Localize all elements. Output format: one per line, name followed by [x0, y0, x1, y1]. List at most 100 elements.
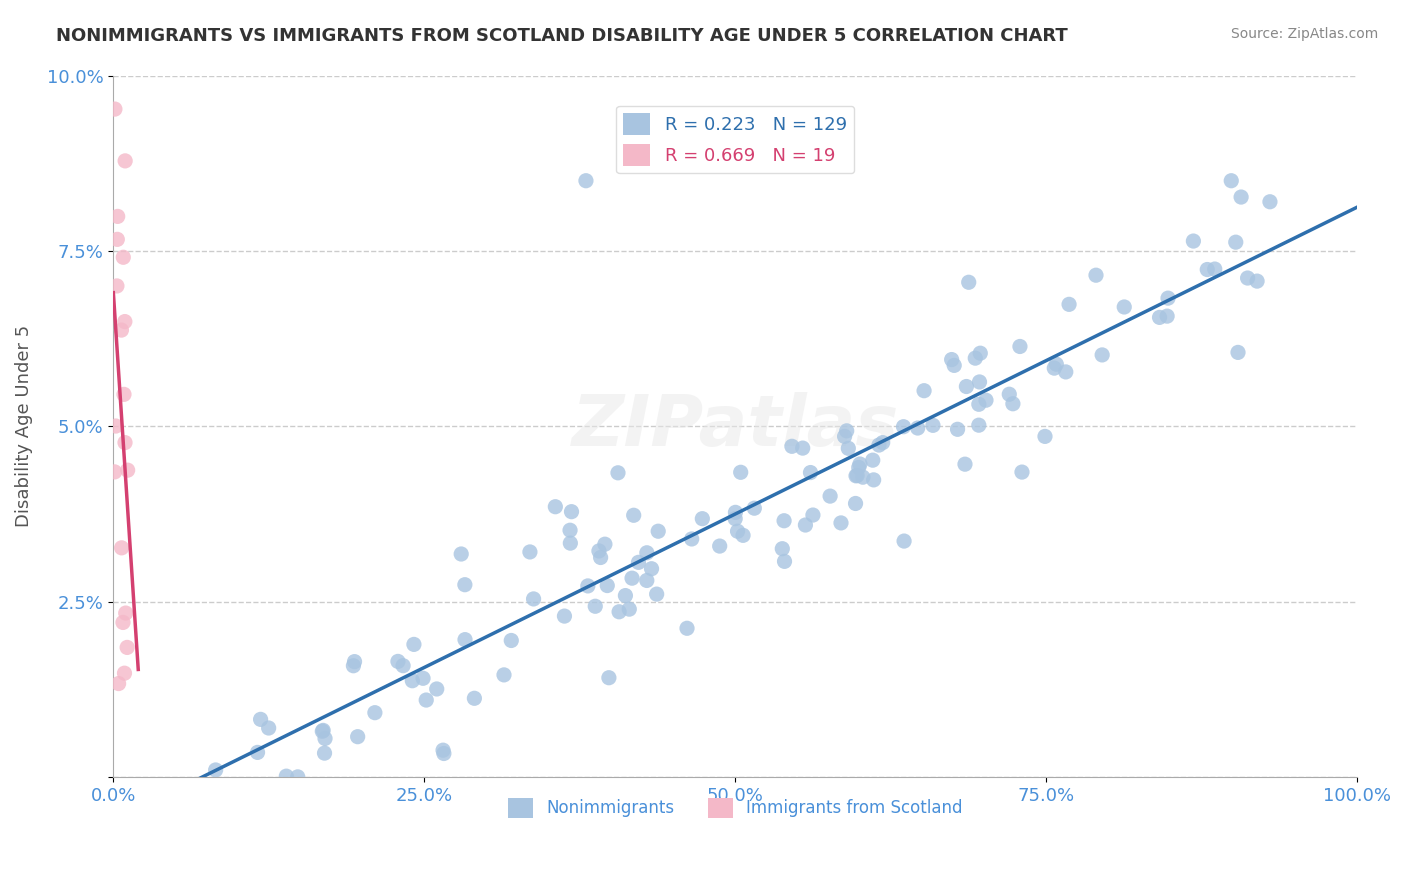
Point [849, 457, 872, 471]
Point [463, 691, 485, 706]
Point [623, 508, 645, 523]
Point [1091, 348, 1114, 362]
Point [342, 658, 364, 673]
Point [681, 532, 703, 546]
Point [953, 457, 976, 471]
Point [576, 579, 599, 593]
Point [1236, 271, 1258, 285]
Point [593, 537, 616, 551]
Point [868, 438, 890, 452]
Point [1258, 194, 1281, 209]
Point [946, 422, 969, 436]
Point [957, 275, 980, 289]
Text: ZIPatlas: ZIPatlas [571, 392, 898, 460]
Point [553, 609, 575, 624]
Point [967, 418, 990, 433]
Point [941, 352, 963, 367]
Point [105, 232, 128, 246]
Point [1011, 465, 1033, 479]
Point [845, 468, 868, 483]
Point [519, 545, 541, 559]
Text: Source: ZipAtlas.com: Source: ZipAtlas.com [1230, 27, 1378, 41]
Point [1033, 429, 1056, 443]
Point [607, 605, 630, 619]
Point [727, 524, 749, 539]
Point [558, 523, 581, 537]
Point [640, 562, 662, 576]
Point [969, 375, 991, 389]
Point [107, 676, 129, 690]
Point [943, 359, 966, 373]
Text: NONIMMIGRANTS VS IMMIGRANTS FROM SCOTLAND DISABILITY AGE UNDER 5 CORRELATION CHA: NONIMMIGRANTS VS IMMIGRANTS FROM SCOTLAN… [56, 27, 1069, 45]
Point [955, 379, 977, 393]
Point [780, 439, 803, 453]
Point [114, 606, 136, 620]
Point [1001, 397, 1024, 411]
Point [967, 397, 990, 411]
Point [893, 419, 915, 434]
Point [1008, 339, 1031, 353]
Point [1156, 309, 1178, 323]
Point [1182, 234, 1205, 248]
Point [974, 393, 997, 408]
Point [636, 546, 658, 560]
Point [1230, 190, 1253, 204]
Point [1157, 291, 1180, 305]
Point [846, 468, 869, 483]
Point [432, 743, 454, 757]
Point [415, 693, 437, 707]
Point [105, 279, 128, 293]
Point [107, 210, 129, 224]
Point [112, 387, 135, 401]
Point [246, 746, 269, 760]
Point [314, 731, 336, 746]
Point [114, 315, 136, 329]
Point [848, 460, 870, 475]
Point [111, 615, 134, 630]
Point [1114, 300, 1136, 314]
Point [402, 637, 425, 651]
Point [346, 730, 368, 744]
Point [492, 668, 515, 682]
Point [598, 671, 620, 685]
Point [645, 587, 668, 601]
Point [773, 514, 796, 528]
Point [589, 550, 612, 565]
Point [801, 508, 824, 522]
Point [575, 174, 598, 188]
Point [1220, 174, 1243, 188]
Point [676, 621, 699, 635]
Point [818, 489, 841, 503]
Point [104, 465, 127, 479]
Point [709, 539, 731, 553]
Point [104, 419, 127, 434]
Point [998, 387, 1021, 401]
Point [922, 418, 945, 433]
Point [636, 574, 658, 588]
Point [596, 578, 619, 592]
Point [343, 655, 366, 669]
Point [724, 505, 747, 519]
Point [621, 571, 644, 585]
Point [114, 153, 136, 168]
Point [426, 681, 449, 696]
Point [1204, 262, 1226, 277]
Point [730, 465, 752, 479]
Point [852, 470, 875, 484]
Point [104, 102, 127, 116]
Point [731, 528, 754, 542]
Point [401, 673, 423, 688]
Point [770, 541, 793, 556]
Point [872, 435, 894, 450]
Point [1197, 262, 1219, 277]
Point [619, 602, 641, 616]
Point [364, 706, 387, 720]
Point [312, 723, 335, 738]
Point [287, 770, 309, 784]
Point [114, 666, 136, 681]
Point [387, 654, 409, 668]
Point [724, 511, 747, 525]
Point [893, 534, 915, 549]
Point [433, 747, 456, 761]
Point [773, 554, 796, 568]
